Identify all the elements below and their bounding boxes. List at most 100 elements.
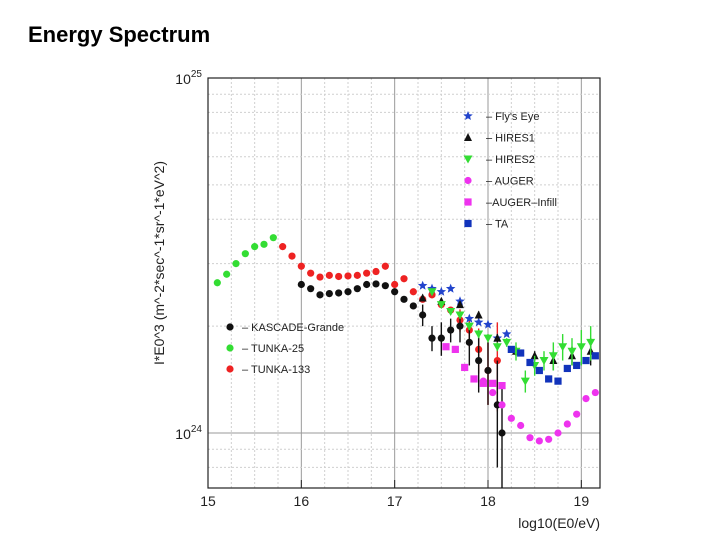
- series-tunka-25: [213, 234, 277, 287]
- data-point: [381, 262, 389, 270]
- data-point: [470, 375, 478, 383]
- data-point: [475, 356, 483, 365]
- data-point: [586, 338, 596, 347]
- data-point: [451, 345, 459, 353]
- data-point: [576, 343, 586, 352]
- data-point: [353, 271, 361, 279]
- data-point: [279, 243, 287, 251]
- data-point: [483, 319, 493, 329]
- data-point: [517, 421, 525, 430]
- data-point: [307, 285, 315, 293]
- data-point: [479, 379, 487, 387]
- series-auger-infill: [442, 343, 506, 390]
- legend-label: –AUGER–Infill: [486, 197, 557, 209]
- y-tick-label: 1025: [175, 69, 202, 87]
- data-point: [461, 363, 469, 372]
- data-point: [465, 338, 473, 346]
- data-point: [316, 273, 324, 281]
- data-point: [464, 313, 475, 323]
- data-point: [483, 334, 493, 343]
- data-point: [492, 343, 502, 352]
- data-point: [502, 338, 512, 347]
- x-axis-label: log10(E0/eV): [518, 515, 600, 531]
- y-tick-label: 1024: [175, 424, 202, 442]
- data-point: [297, 280, 305, 289]
- x-tick-label: 17: [387, 493, 403, 509]
- series-auger: [479, 377, 599, 445]
- data-point: [526, 358, 534, 367]
- data-point: [418, 293, 427, 302]
- data-point: [473, 317, 484, 327]
- data-point: [409, 288, 417, 296]
- data-point: [591, 388, 599, 397]
- data-point: [446, 307, 456, 316]
- legend-marker: [463, 111, 473, 121]
- legend-label: – Fly's Eye: [486, 111, 539, 123]
- data-point: [297, 262, 305, 270]
- data-point: [437, 334, 445, 342]
- data-point: [535, 437, 543, 445]
- data-point: [445, 283, 456, 293]
- data-point: [582, 356, 590, 365]
- grid: [207, 77, 600, 489]
- data-point: [417, 280, 428, 290]
- legend-marker: [463, 155, 473, 164]
- data-point: [232, 260, 240, 268]
- legend-label: – TUNKA-133: [242, 364, 310, 376]
- data-point: [427, 288, 437, 297]
- data-point: [498, 429, 506, 437]
- legend-marker: [226, 365, 234, 373]
- data-point: [400, 275, 408, 283]
- data-point: [456, 300, 464, 309]
- data-point: [447, 326, 455, 334]
- legend-label: – TUNKA-25: [242, 343, 304, 355]
- data-point: [535, 366, 543, 375]
- data-point: [372, 267, 380, 276]
- legend-bottom-left: – KASCADE-Grande – TUNKA-25 – TUNKA-133: [226, 322, 344, 376]
- data-point: [428, 334, 436, 342]
- data-point: [316, 291, 324, 299]
- data-point: [474, 330, 484, 339]
- data-point: [548, 352, 558, 361]
- data-point: [530, 351, 539, 360]
- data-point: [372, 280, 380, 288]
- x-tick-label: 15: [200, 493, 216, 509]
- data-point: [260, 240, 268, 248]
- data-point: [419, 311, 427, 319]
- data-point: [591, 352, 599, 360]
- slide-title: Energy Spectrum: [28, 22, 211, 47]
- data-point: [325, 289, 333, 298]
- data-point: [400, 295, 408, 303]
- legend-marker: [464, 198, 472, 206]
- data-point: [455, 311, 465, 320]
- data-point: [381, 282, 389, 290]
- data-point: [409, 302, 417, 310]
- data-point: [545, 435, 553, 443]
- data-point: [493, 333, 502, 342]
- data-point: [325, 271, 333, 279]
- data-point: [213, 279, 221, 287]
- data-point: [563, 420, 571, 428]
- data-point: [436, 286, 447, 296]
- x-tick-label: 19: [574, 493, 590, 509]
- data-point: [363, 269, 371, 277]
- data-point: [391, 280, 399, 289]
- data-point: [474, 310, 483, 319]
- series-ta: [507, 345, 599, 385]
- data-point: [498, 382, 506, 390]
- data-point: [335, 289, 343, 297]
- plot-frame: [207, 77, 601, 489]
- legend-marker: [464, 219, 472, 228]
- data-point: [501, 329, 512, 339]
- x-tick-label: 18: [480, 493, 496, 509]
- data-point: [484, 366, 492, 375]
- data-point: [269, 234, 277, 242]
- data-point: [554, 377, 562, 385]
- data-point: [563, 364, 571, 373]
- data-point: [573, 361, 581, 370]
- legend-label: – HIRES2: [486, 154, 535, 166]
- data-point: [554, 429, 562, 437]
- plot-area: [208, 78, 600, 488]
- data-point: [241, 250, 249, 258]
